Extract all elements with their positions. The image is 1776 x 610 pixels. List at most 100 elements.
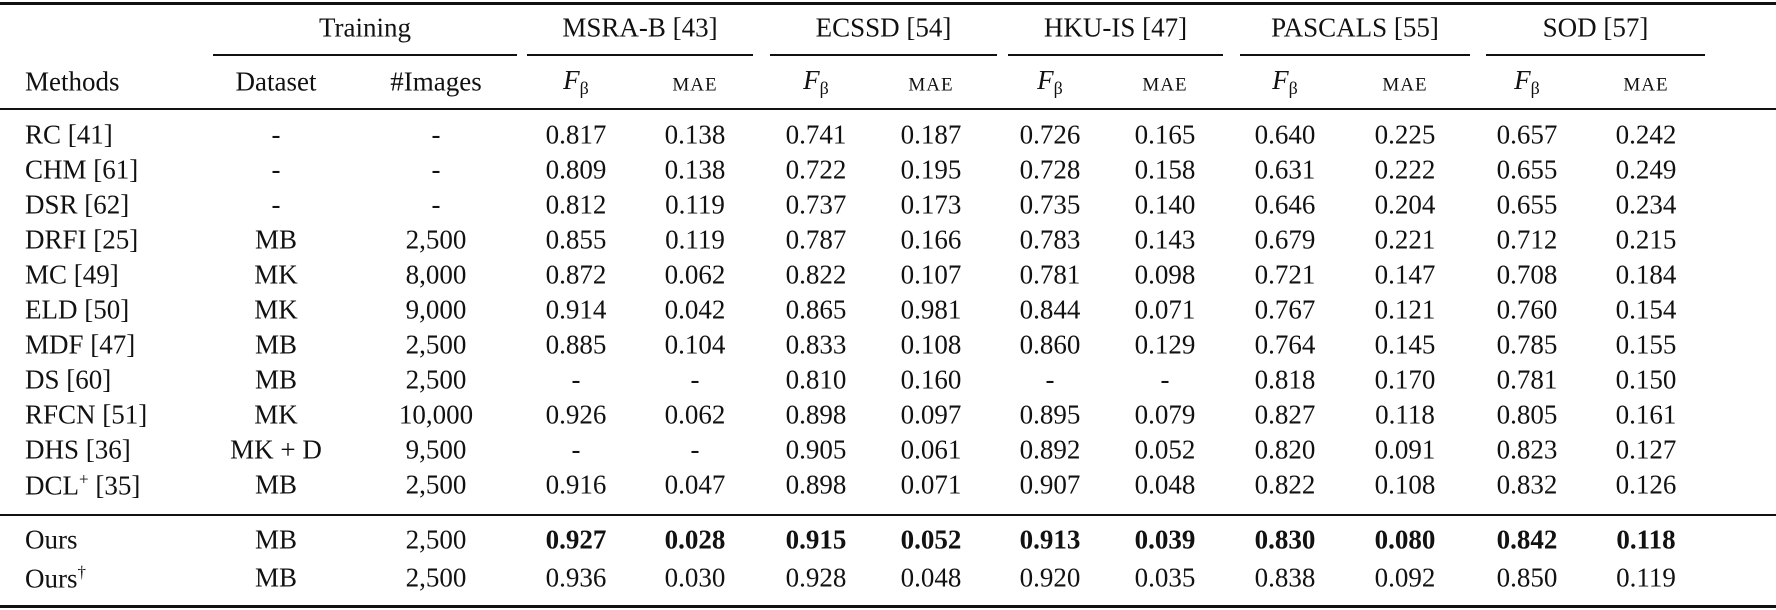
- value-cell: 0.655: [1496, 154, 1558, 185]
- value-cell: 0.048: [1134, 469, 1196, 500]
- column-header-sub: β: [819, 78, 829, 98]
- value-cell: 0.080: [1374, 524, 1436, 555]
- cell: MK: [254, 401, 298, 429]
- cell: 0.071: [1135, 296, 1196, 324]
- images-cell: 2,500: [405, 562, 467, 593]
- value-cell: 0.737: [785, 189, 847, 220]
- value-cell: 0.905: [785, 434, 847, 465]
- value-cell: 0.107: [900, 259, 962, 290]
- cell: 0.712: [1497, 226, 1558, 254]
- dataset-cell: MB: [254, 562, 298, 593]
- value-cell: 0.783: [1019, 224, 1081, 255]
- value-cell: 0.173: [900, 189, 962, 220]
- cell: 0.062: [664, 259, 726, 290]
- column-header-text: mae: [908, 66, 954, 97]
- cell: 0.735: [1019, 189, 1081, 220]
- column-header: mae: [672, 68, 717, 96]
- value-cell: 0.767: [1254, 294, 1316, 325]
- method-name: RC [41]: [25, 119, 113, 150]
- cell: 0.827: [1255, 401, 1316, 429]
- cell: 0.865: [785, 294, 847, 325]
- cell: 0.914: [546, 296, 607, 324]
- value-cell: 0.161: [1615, 399, 1677, 430]
- column-header: #Images: [390, 68, 481, 96]
- cell: 0.119: [665, 191, 725, 219]
- cell: 0.091: [1375, 436, 1436, 464]
- value-cell: 0.052: [900, 524, 962, 555]
- value-cell: 0.823: [1496, 434, 1558, 465]
- value-cell: 0.165: [1134, 119, 1196, 150]
- cell: 9,500: [406, 436, 467, 464]
- value-cell: 0.062: [664, 259, 726, 290]
- cell: 0.926: [545, 399, 607, 430]
- value-cell: 0.118: [1616, 524, 1676, 555]
- value-cell: 0.920: [1019, 562, 1081, 593]
- method-cell: CHM [61]: [25, 154, 139, 185]
- cell: 0.915: [786, 526, 847, 554]
- cell: 0.767: [1254, 294, 1316, 325]
- column-header-main: F: [803, 65, 820, 95]
- cell: 0.679: [1255, 226, 1316, 254]
- column-header: Fβ: [1514, 65, 1540, 98]
- dataset-cell: MB: [254, 524, 298, 555]
- value-cell: 0.119: [1616, 562, 1676, 593]
- column-header: Fβ: [1272, 67, 1298, 98]
- value-cell: 0.195: [900, 154, 962, 185]
- cell: 0.079: [1135, 401, 1196, 429]
- cell: 0.781: [1497, 366, 1558, 394]
- value-cell: -: [571, 364, 581, 395]
- group-header: ECSSD [54]: [816, 14, 952, 42]
- value-cell: 0.926: [545, 399, 607, 430]
- cell: 0.119: [1616, 562, 1676, 593]
- column-header-text: mae: [1623, 66, 1669, 97]
- cell: 0.916: [546, 471, 607, 499]
- value-cell: 0.118: [1375, 399, 1435, 430]
- cell: 0.981: [901, 296, 962, 324]
- bottom-rule: [0, 605, 1776, 608]
- dataset-cell: MB: [254, 329, 298, 360]
- group-header: HKU-IS [47]: [1044, 14, 1187, 42]
- cell: 0.927: [545, 524, 607, 555]
- method-name: CHM [61]: [25, 154, 139, 185]
- column-header: Fβ: [563, 67, 589, 98]
- cell: 0.817: [546, 121, 607, 149]
- value-cell: 0.928: [785, 562, 847, 593]
- cell: 0.726: [1020, 121, 1081, 149]
- cell: 10,000: [399, 401, 473, 429]
- cell: 0.805: [1497, 401, 1558, 429]
- cell: -: [1046, 366, 1055, 394]
- value-cell: 0.126: [1615, 469, 1677, 500]
- value-cell: 0.822: [785, 259, 847, 290]
- value-cell: 0.895: [1019, 399, 1081, 430]
- cell: 0.052: [1135, 436, 1196, 464]
- cell: 0.108: [901, 331, 962, 359]
- column-header: mae: [1623, 66, 1669, 97]
- cell: 0.785: [1496, 329, 1558, 360]
- images-cell: -: [431, 189, 441, 220]
- value-cell: 0.129: [1134, 329, 1196, 360]
- column-header-text: Methods: [25, 66, 120, 97]
- cell: 0.097: [900, 399, 962, 430]
- cell: 0.844: [1020, 296, 1081, 324]
- cell: 0.121: [1375, 296, 1436, 324]
- column-header-main: F: [1514, 65, 1531, 95]
- value-cell: 0.104: [664, 329, 726, 360]
- value-cell: 0.166: [900, 224, 962, 255]
- column-header-text: Dataset: [235, 66, 317, 97]
- method-sup: +: [79, 469, 89, 489]
- value-cell: 0.927: [545, 524, 607, 555]
- value-cell: 0.865: [785, 294, 847, 325]
- cell: 0.195: [900, 154, 962, 185]
- value-cell: 0.735: [1019, 189, 1081, 220]
- value-cell: 0.061: [900, 434, 962, 465]
- value-cell: 0.785: [1496, 329, 1558, 360]
- value-cell: 0.150: [1615, 364, 1677, 395]
- value-cell: 0.842: [1496, 524, 1558, 555]
- cell: 0.783: [1019, 224, 1081, 255]
- value-cell: 0.097: [900, 399, 962, 430]
- method-name: DRFI [25]: [25, 224, 139, 255]
- cell: 0.242: [1616, 121, 1677, 149]
- value-cell: 0.655: [1496, 189, 1558, 220]
- cell: 0.787: [786, 226, 847, 254]
- cell: 0.820: [1255, 436, 1316, 464]
